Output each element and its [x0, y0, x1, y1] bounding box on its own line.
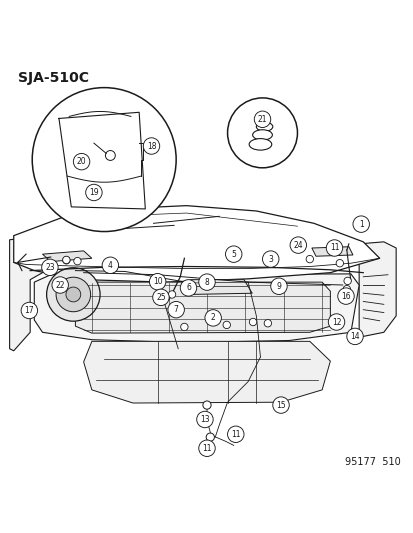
Text: SJA-510C: SJA-510C: [18, 71, 89, 85]
Text: 22: 22: [55, 280, 65, 289]
Circle shape: [325, 240, 342, 256]
Text: 21: 21: [257, 115, 267, 124]
Circle shape: [73, 154, 90, 170]
Circle shape: [206, 433, 214, 441]
Circle shape: [343, 277, 351, 285]
Text: 5: 5: [231, 249, 235, 259]
Text: 17: 17: [24, 306, 34, 315]
Circle shape: [74, 257, 81, 265]
Circle shape: [42, 259, 58, 276]
Circle shape: [346, 328, 362, 345]
Circle shape: [21, 302, 38, 319]
Text: 13: 13: [199, 415, 209, 424]
Circle shape: [305, 255, 313, 263]
Polygon shape: [14, 206, 379, 282]
Circle shape: [225, 246, 241, 262]
Circle shape: [66, 287, 81, 302]
Text: 8: 8: [204, 278, 209, 287]
Text: 6: 6: [185, 284, 190, 293]
Circle shape: [85, 184, 102, 201]
Circle shape: [231, 431, 239, 439]
Circle shape: [328, 314, 344, 330]
Circle shape: [32, 87, 176, 231]
Circle shape: [180, 323, 188, 330]
Polygon shape: [311, 247, 352, 256]
Circle shape: [352, 216, 368, 232]
Circle shape: [196, 411, 213, 427]
Circle shape: [290, 237, 306, 253]
Text: 9: 9: [276, 282, 281, 290]
Circle shape: [202, 401, 211, 409]
Circle shape: [254, 111, 270, 127]
Circle shape: [342, 294, 350, 301]
Text: 3: 3: [268, 255, 273, 264]
Text: 20: 20: [76, 157, 86, 166]
Circle shape: [149, 273, 166, 290]
Circle shape: [337, 288, 354, 304]
Polygon shape: [34, 274, 358, 343]
Circle shape: [168, 302, 184, 318]
Circle shape: [47, 268, 100, 321]
Text: 95177  510: 95177 510: [344, 457, 399, 467]
Text: 15: 15: [275, 401, 285, 409]
Circle shape: [204, 310, 221, 326]
Text: 23: 23: [45, 263, 55, 272]
Polygon shape: [43, 251, 92, 262]
Circle shape: [198, 440, 215, 456]
Ellipse shape: [249, 139, 271, 150]
Circle shape: [62, 256, 70, 264]
Text: 11: 11: [230, 430, 240, 439]
Circle shape: [335, 260, 343, 267]
Text: 4: 4: [108, 261, 112, 270]
Polygon shape: [75, 282, 330, 333]
Text: 24: 24: [293, 240, 302, 249]
Circle shape: [249, 318, 256, 326]
Text: 11: 11: [202, 444, 211, 453]
Circle shape: [223, 321, 230, 329]
Polygon shape: [9, 237, 43, 351]
Text: 1: 1: [358, 220, 363, 229]
Circle shape: [62, 256, 70, 264]
Ellipse shape: [256, 122, 272, 131]
Polygon shape: [83, 341, 330, 403]
Circle shape: [152, 289, 169, 305]
Circle shape: [102, 257, 118, 273]
Polygon shape: [358, 242, 395, 336]
Text: 2: 2: [210, 313, 215, 322]
Circle shape: [342, 285, 350, 293]
Circle shape: [56, 277, 90, 312]
Circle shape: [270, 278, 287, 294]
Text: 10: 10: [152, 277, 162, 286]
Circle shape: [262, 251, 278, 268]
Circle shape: [227, 98, 297, 168]
Polygon shape: [188, 280, 252, 294]
Text: 18: 18: [146, 142, 156, 150]
Text: 12: 12: [331, 318, 340, 327]
Ellipse shape: [252, 130, 272, 140]
Circle shape: [180, 280, 196, 296]
Circle shape: [108, 259, 115, 266]
Circle shape: [198, 274, 215, 290]
Text: 7: 7: [173, 305, 178, 314]
Circle shape: [263, 320, 271, 327]
Circle shape: [156, 294, 163, 301]
Text: 19: 19: [89, 188, 98, 197]
Text: 11: 11: [329, 244, 338, 253]
Text: 16: 16: [340, 292, 350, 301]
Circle shape: [105, 150, 115, 160]
Circle shape: [227, 426, 243, 442]
Circle shape: [272, 397, 289, 413]
Circle shape: [168, 291, 176, 298]
Text: 25: 25: [156, 293, 165, 302]
Circle shape: [143, 138, 159, 154]
Text: 14: 14: [349, 332, 359, 341]
Circle shape: [52, 277, 68, 293]
